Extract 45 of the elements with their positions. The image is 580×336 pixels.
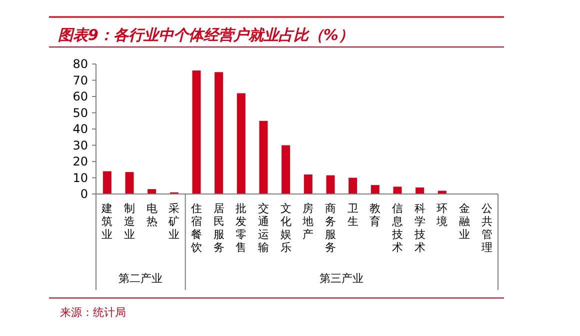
bar <box>393 186 402 194</box>
x-tick-label: 信息技术 <box>391 202 403 254</box>
x-tick-label: 交通运输 <box>258 202 269 254</box>
bar <box>259 120 268 194</box>
y-tick-label: 70 <box>72 73 88 88</box>
bar <box>416 188 424 194</box>
bar <box>214 72 224 194</box>
x-tick-label: 文化娱乐 <box>280 202 292 254</box>
text: 第二产业 <box>118 272 163 285</box>
bar <box>192 70 201 194</box>
x-tick-label: 卫生 <box>347 202 358 228</box>
x-tick-label: 采矿业 <box>168 202 180 241</box>
source-note: 来源：统计局 <box>60 306 126 319</box>
bar <box>125 172 134 194</box>
y-tick-label: 20 <box>72 154 88 168</box>
y-tick-label: 50 <box>72 106 88 120</box>
x-tick-label: 建筑业 <box>100 202 113 241</box>
y-tick-label: 30 <box>72 138 88 152</box>
bar <box>148 189 156 194</box>
bar <box>326 175 335 194</box>
x-tick-label: 商务服务 <box>325 202 336 254</box>
x-tick-label: 科学技术 <box>413 202 426 254</box>
x-tick-label: 住宿餐饮 <box>190 202 202 254</box>
x-tick-label: 制造业 <box>124 202 135 241</box>
y-tick-label: 40 <box>72 122 88 136</box>
y-tick-label: 10 <box>72 170 88 185</box>
x-tick-label: 教育 <box>370 202 381 228</box>
y-tick-label: 60 <box>72 90 88 104</box>
bar <box>348 178 358 194</box>
bar <box>304 174 312 194</box>
bar <box>102 171 112 194</box>
y-tick-label: 80 <box>72 57 88 71</box>
x-tick-label: 房地产 <box>302 202 314 241</box>
x-tick-label: 金融业 <box>459 202 470 241</box>
bar <box>370 185 380 194</box>
text: 第三产业 <box>320 272 364 285</box>
bar <box>282 145 290 194</box>
x-tick-label: 电热 <box>146 202 158 228</box>
x-tick-label: 公共管理 <box>481 202 492 254</box>
chart-title: 图表9：各行业中个体经营户就业占比（%） <box>58 26 354 44</box>
x-tick-label: 环境 <box>436 202 448 228</box>
x-tick-label: 居民服务 <box>213 202 224 254</box>
y-tick-label: 0 <box>80 187 88 201</box>
x-tick-label: 批发零售 <box>236 202 247 254</box>
bar <box>236 93 246 194</box>
